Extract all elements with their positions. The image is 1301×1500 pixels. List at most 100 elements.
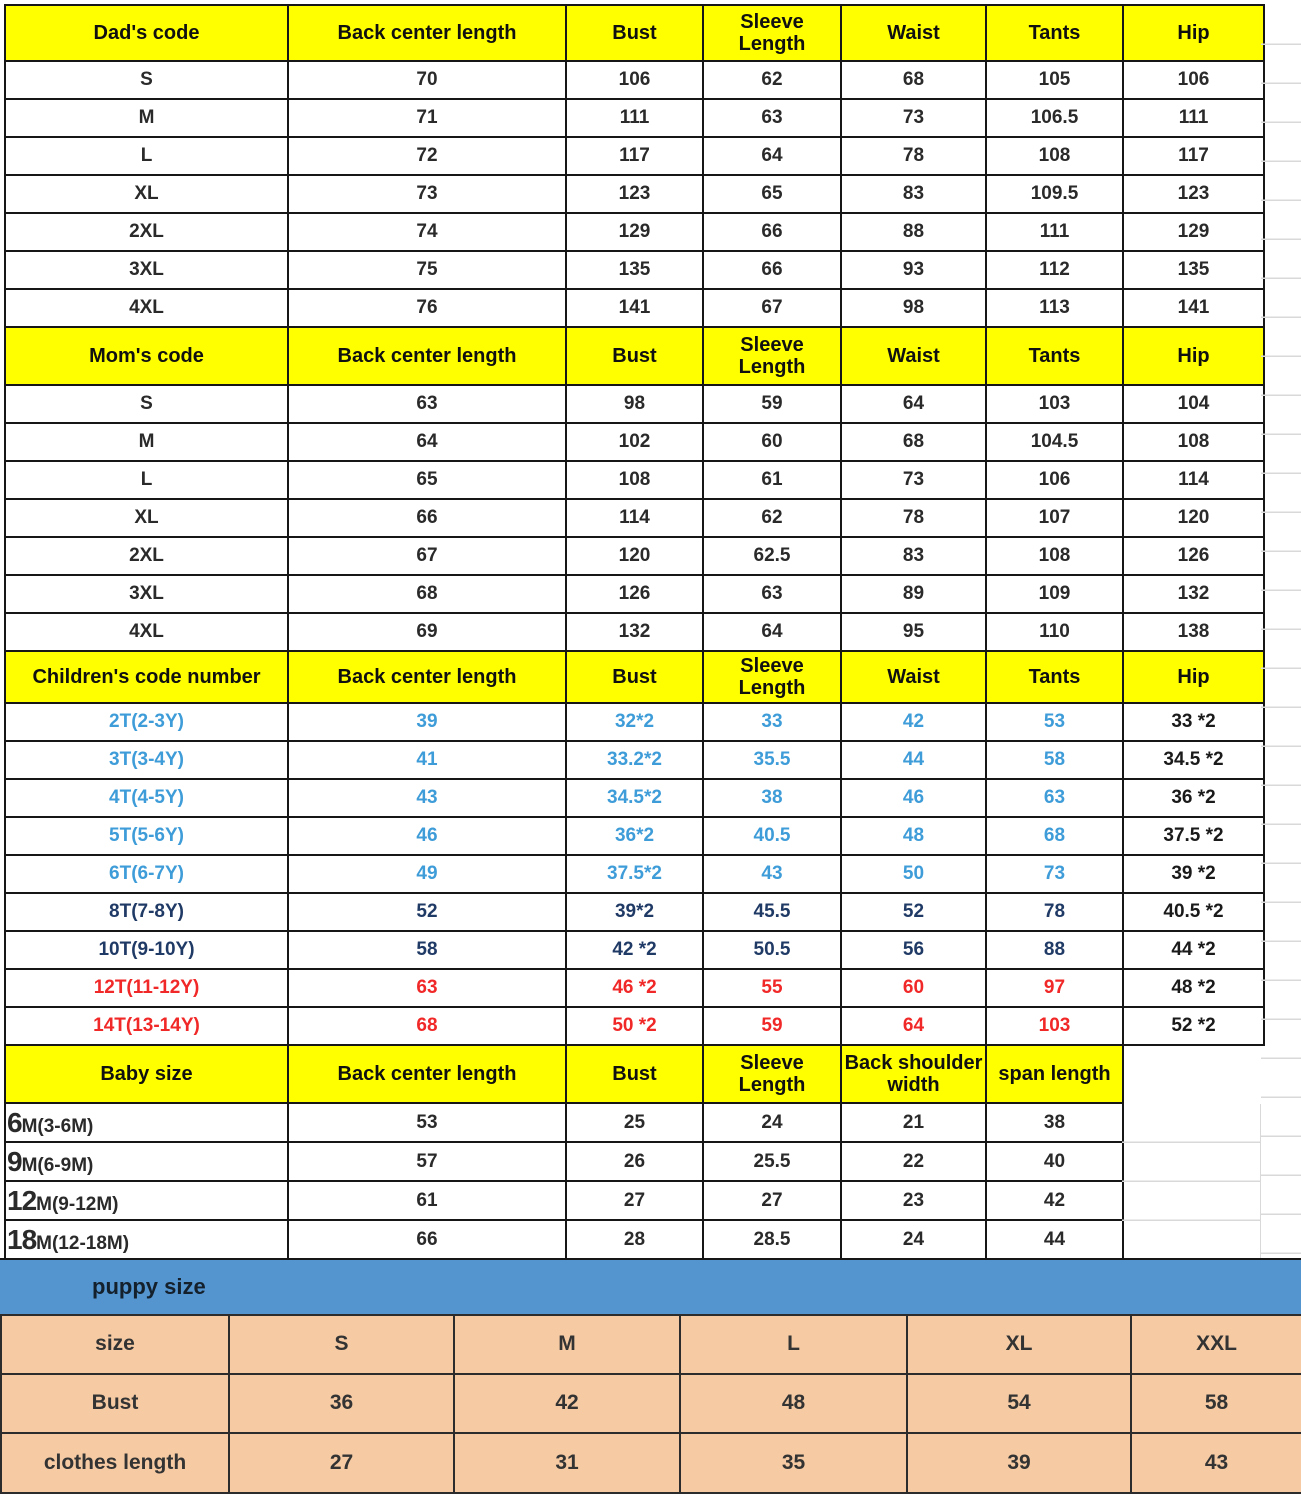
cell-xl: 54 bbox=[906, 1373, 1132, 1434]
cell-bust: 26 bbox=[565, 1141, 704, 1182]
cell-waist: 78 bbox=[840, 498, 987, 538]
cell-code: 12T(11-12Y) bbox=[4, 968, 289, 1008]
cell-waist: 60 bbox=[840, 968, 987, 1008]
empty-cells-vertical-gridline bbox=[1260, 1104, 1261, 1258]
table-row: 9M(6-9M) 57 26 25.5 22 40 bbox=[4, 1141, 1124, 1182]
cell-tants: 58 bbox=[985, 740, 1124, 780]
cell-back: 66 bbox=[287, 1219, 567, 1260]
cell-tants: 106.5 bbox=[985, 98, 1124, 138]
cell-hip: 39 *2 bbox=[1122, 854, 1265, 894]
puppy-size-table: size S M L XL XXL Bust 36 42 48 54 58 clothes length… bbox=[0, 1314, 1301, 1494]
cell-hip: 52 *2 bbox=[1122, 1006, 1265, 1046]
cell-hip: 138 bbox=[1122, 612, 1265, 652]
cell-waist: 42 bbox=[840, 702, 987, 742]
cell-code: L bbox=[4, 460, 289, 500]
cell-waist: 48 bbox=[840, 816, 987, 856]
cell-back: 43 bbox=[287, 778, 567, 818]
cell-hip: 120 bbox=[1122, 498, 1265, 538]
cell-code: M bbox=[4, 98, 289, 138]
cell-hip: 104 bbox=[1122, 384, 1265, 424]
cell-shoulder: 22 bbox=[840, 1141, 987, 1182]
header-cell: Bust bbox=[565, 4, 704, 62]
cell-sleeve: 66 bbox=[702, 212, 842, 252]
cell-back: 57 bbox=[287, 1141, 567, 1182]
cell-bust: 135 bbox=[565, 250, 704, 290]
cell-back: 46 bbox=[287, 816, 567, 856]
cell-tants: 103 bbox=[985, 1006, 1124, 1046]
cell-waist: 50 bbox=[840, 854, 987, 894]
cell-sleeve: 63 bbox=[702, 98, 842, 138]
table-row: 2XL 67 120 62.5 83 108 126 bbox=[4, 536, 1265, 576]
cell-label2: 6M(3-6M) bbox=[4, 1102, 289, 1143]
cell-hip: 34.5 *2 bbox=[1122, 740, 1265, 780]
cell-back: 68 bbox=[287, 574, 567, 614]
cell-bust: 106 bbox=[565, 60, 704, 100]
cell-waist: 56 bbox=[840, 930, 987, 970]
table-row: 6M(3-6M) 53 25 24 21 38 bbox=[4, 1102, 1124, 1143]
cell-code: 2T(2-3Y) bbox=[4, 702, 289, 742]
cell-bust: 50 *2 bbox=[565, 1006, 704, 1046]
cell-sleeve: 67 bbox=[702, 288, 842, 328]
baby-header-row: Baby size Back center length Bust Sleeve Le… bbox=[4, 1044, 1124, 1104]
cell-sleeve: 61 bbox=[702, 460, 842, 500]
cell-s: 36 bbox=[228, 1373, 455, 1434]
header-cell: Tants bbox=[985, 650, 1124, 704]
table-row: 14T(13-14Y) 68 50 *2 59 64 103 52 *2 bbox=[4, 1006, 1265, 1046]
table-row: XL 66 114 62 78 107 120 bbox=[4, 498, 1265, 538]
cell-code: M bbox=[4, 422, 289, 462]
cell-bust: 32*2 bbox=[565, 702, 704, 742]
header-cell: Tants bbox=[985, 4, 1124, 62]
table-row: 10T(9-10Y) 58 42 *2 50.5 56 88 44 *2 bbox=[4, 930, 1265, 970]
cell-hip: 117 bbox=[1122, 136, 1265, 176]
moms-header-row: Mom's code Back center length Bust Sleeve L… bbox=[4, 326, 1265, 386]
cell-bust: 120 bbox=[565, 536, 704, 576]
cell-code: XL bbox=[4, 174, 289, 214]
cell-hip: 135 bbox=[1122, 250, 1265, 290]
cell-bust: 111 bbox=[565, 98, 704, 138]
cell-hip: 123 bbox=[1122, 174, 1265, 214]
cell-sleeve: 43 bbox=[702, 854, 842, 894]
cell-back: 76 bbox=[287, 288, 567, 328]
table-row: M 71 111 63 73 106.5 111 bbox=[4, 98, 1265, 138]
cell-code: 10T(9-10Y) bbox=[4, 930, 289, 970]
cell-code: S bbox=[4, 60, 289, 100]
dads-size-table: Dad's code Back center length Bust Sleeve L… bbox=[4, 4, 1265, 328]
table-row: L 65 108 61 73 106 114 bbox=[4, 460, 1265, 500]
empty-cells-gridlines-baby bbox=[1122, 1104, 1261, 1258]
cell-back: 49 bbox=[287, 854, 567, 894]
cell-tants: 109 bbox=[985, 574, 1124, 614]
cell-label2: 9M(6-9M) bbox=[4, 1141, 289, 1182]
cell-hip: 106 bbox=[1122, 60, 1265, 100]
cell-m: 42 bbox=[453, 1373, 681, 1434]
childrens-header-row: Children's code number Back center length… bbox=[4, 650, 1265, 704]
cell-bust: 98 bbox=[565, 384, 704, 424]
cell-tants: 53 bbox=[985, 702, 1124, 742]
cell-tants: 112 bbox=[985, 250, 1124, 290]
cell-code: 6T(6-7Y) bbox=[4, 854, 289, 894]
cell-back: 53 bbox=[287, 1102, 567, 1143]
cell-waist: 98 bbox=[840, 288, 987, 328]
cell-waist: 68 bbox=[840, 422, 987, 462]
header-cell: Sleeve Length bbox=[702, 326, 842, 386]
cell-bust: 25 bbox=[565, 1102, 704, 1143]
cell-tants: 105 bbox=[985, 60, 1124, 100]
table-row: 12M(9-12M) 61 27 27 23 42 bbox=[4, 1180, 1124, 1221]
table-row: S 70 106 62 68 105 106 bbox=[4, 60, 1265, 100]
header-cell: Dad's code bbox=[4, 4, 289, 62]
cell-waist: 93 bbox=[840, 250, 987, 290]
cell-bust: 27 bbox=[565, 1180, 704, 1221]
cell-tants: 106 bbox=[985, 460, 1124, 500]
cell-sleeve: 62 bbox=[702, 60, 842, 100]
header-cell: Hip bbox=[1122, 4, 1265, 62]
header-cell: Bust bbox=[565, 1044, 704, 1104]
header-cell: Hip bbox=[1122, 650, 1265, 704]
table-row: 12T(11-12Y) 63 46 *2 55 60 97 48 *2 bbox=[4, 968, 1265, 1008]
header-cell: Back center length bbox=[287, 650, 567, 704]
cell-hip: 40.5 *2 bbox=[1122, 892, 1265, 932]
cell-hip: 132 bbox=[1122, 574, 1265, 614]
cell-sleeve: 65 bbox=[702, 174, 842, 214]
cell-tants: 103 bbox=[985, 384, 1124, 424]
cell-waist: 68 bbox=[840, 60, 987, 100]
cell-code: 4XL bbox=[4, 612, 289, 652]
cell-code: S bbox=[4, 384, 289, 424]
